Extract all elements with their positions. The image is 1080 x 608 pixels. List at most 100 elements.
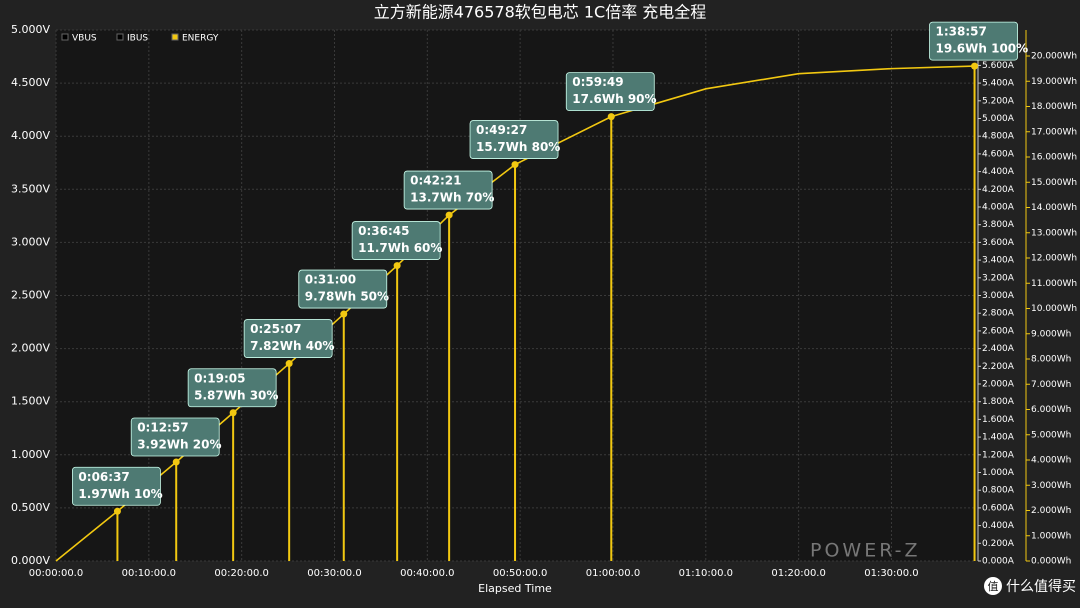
annotation-box — [130, 417, 220, 457]
marker — [340, 310, 348, 318]
annotation-time: 0:42:21 — [410, 174, 461, 188]
logo-text: 什么值得买 — [1006, 578, 1076, 595]
annotation-box — [929, 21, 1018, 61]
annotation-text: 3.92Wh 20% — [137, 438, 221, 452]
y-tick-label: 4.500V — [11, 76, 50, 89]
x-tick-label: 00:20:00.0 — [214, 568, 268, 579]
annotation: 0:19:05 5.87Wh 30% — [187, 368, 278, 408]
x-tick-label: 00:10:00.0 — [122, 568, 176, 579]
legend-label: IBUS — [127, 34, 148, 44]
annotation-box — [243, 319, 333, 358]
y3-tick-label: 6.000Wh — [1031, 405, 1071, 415]
y2-tick-label: 4.000A — [982, 203, 1015, 213]
logo-circle — [984, 577, 1002, 595]
y2-tick-label: 3.400A — [982, 256, 1015, 266]
y2-tick-label: 1.000A — [982, 468, 1015, 478]
annotation: 0:06:37 1.97Wh 10% — [72, 466, 163, 506]
y3-tick-label: 20.000Wh — [1031, 52, 1077, 62]
annotation-time: 0:25:07 — [250, 322, 301, 336]
annotation: 0:59:49 17.6Wh 90% — [565, 72, 657, 112]
marker — [285, 360, 293, 368]
y-tick-label: 1.500V — [11, 395, 50, 408]
annotation-box — [565, 72, 655, 112]
x-tick-label: 01:20:00.0 — [771, 568, 825, 579]
y3-tick-label: 16.000Wh — [1031, 153, 1077, 163]
annotation-text: 15.7Wh 80% — [476, 140, 560, 154]
annotation-time: 0:31:00 — [305, 273, 356, 287]
y2-tick-label: 1.400A — [982, 433, 1015, 443]
marker — [393, 262, 401, 270]
y2-tick-label: 5.200A — [982, 96, 1015, 106]
x-axis-label: Elapsed Time — [478, 582, 552, 595]
x-tick-label: 01:00:00.0 — [586, 568, 640, 579]
y2-tick-label: 3.200A — [982, 273, 1015, 283]
y-tick-label: 2.500V — [11, 289, 50, 302]
y3-tick-label: 18.000Wh — [1031, 102, 1077, 112]
y2-tick-label: 4.800A — [982, 132, 1015, 142]
y3-tick-label: 5.000Wh — [1031, 430, 1071, 440]
annotation-box — [351, 221, 441, 260]
annotation-time: 0:59:49 — [572, 75, 623, 89]
legend-swatch — [171, 33, 179, 41]
annotation-time: 0:19:05 — [194, 371, 245, 385]
y-tick-label: 3.500V — [11, 182, 50, 195]
y2-tick-label: 3.000A — [982, 291, 1015, 301]
annotation-text: 9.78Wh 50% — [305, 290, 389, 304]
marker — [172, 458, 180, 466]
marker — [229, 409, 237, 417]
y-tick-label: 0.500V — [11, 501, 50, 514]
y-tick-label: 3.000V — [11, 235, 50, 248]
y2-tick-label: 2.000A — [982, 380, 1015, 390]
y3-tick-label: 13.000Wh — [1031, 228, 1077, 238]
legend-swatch — [116, 33, 124, 41]
y2-tick-label: 4.600A — [982, 149, 1015, 159]
y2-tick-label: 2.800A — [982, 309, 1015, 319]
y3-tick-label: 2.000Wh — [1031, 506, 1071, 516]
x-tick-label: 00:00:00.0 — [29, 568, 83, 579]
y3-tick-label: 14.000Wh — [1031, 203, 1077, 213]
y2-tick-label: 0.800A — [982, 486, 1015, 496]
y2-tick-label: 3.800A — [982, 220, 1015, 230]
y3-tick-label: 1.000Wh — [1031, 531, 1071, 541]
y3-tick-label: 8.000Wh — [1031, 355, 1071, 365]
legend-label: VBUS — [72, 34, 97, 44]
annotation-text: 13.7Wh 70% — [410, 191, 494, 205]
annotation-time: 0:12:57 — [137, 421, 188, 435]
y2-tick-label: 0.600A — [982, 503, 1015, 513]
annotation-text: 19.6Wh 100% — [936, 42, 1029, 56]
y3-tick-label: 15.000Wh — [1031, 178, 1077, 188]
annotation-box — [298, 269, 388, 309]
y3-tick-label: 0.000Wh — [1031, 557, 1071, 567]
y3-tick-label: 17.000Wh — [1031, 127, 1077, 137]
y2-tick-label: 0.000A — [982, 557, 1015, 567]
y2-tick-label: 0.200A — [982, 539, 1015, 549]
annotation: 0:42:21 13.7Wh 70% — [403, 170, 494, 210]
marker — [971, 62, 979, 70]
annotation-text: 5.87Wh 30% — [194, 388, 278, 402]
watermark: POWER-Z — [810, 540, 921, 562]
x-tick-label: 01:30:00.0 — [864, 568, 918, 579]
marker — [511, 161, 519, 169]
y3-tick-label: 10.000Wh — [1031, 304, 1077, 314]
y3-tick-label: 19.000Wh — [1031, 77, 1077, 87]
y3-tick-label: 7.000Wh — [1031, 380, 1071, 390]
y2-tick-label: 3.600A — [982, 238, 1015, 248]
y2-tick-label: 1.200A — [982, 450, 1015, 460]
y3-tick-label: 9.000Wh — [1031, 329, 1071, 339]
y-tick-label: 2.000V — [11, 342, 50, 355]
y2-tick-label: 2.600A — [982, 326, 1015, 336]
annotation-text: 7.82Wh 40% — [250, 339, 334, 353]
y2-tick-label: 5.000A — [982, 114, 1015, 124]
annotation: 0:36:45 11.7Wh 60% — [351, 221, 442, 260]
annotation-text: 1.97Wh 10% — [78, 487, 162, 501]
legend-swatch — [61, 33, 69, 41]
annotation-text: 11.7Wh 60% — [358, 241, 442, 255]
x-tick-label: 01:10:00.0 — [679, 568, 733, 579]
y-tick-label: 0.000V — [11, 554, 50, 567]
chart-title: 立方新能源476578软包电芯 1C倍率 充电全程 — [374, 3, 707, 22]
x-tick-label: 00:30:00.0 — [307, 568, 361, 579]
y2-tick-label: 0.400A — [982, 521, 1015, 531]
y3-tick-label: 11.000Wh — [1031, 279, 1077, 289]
